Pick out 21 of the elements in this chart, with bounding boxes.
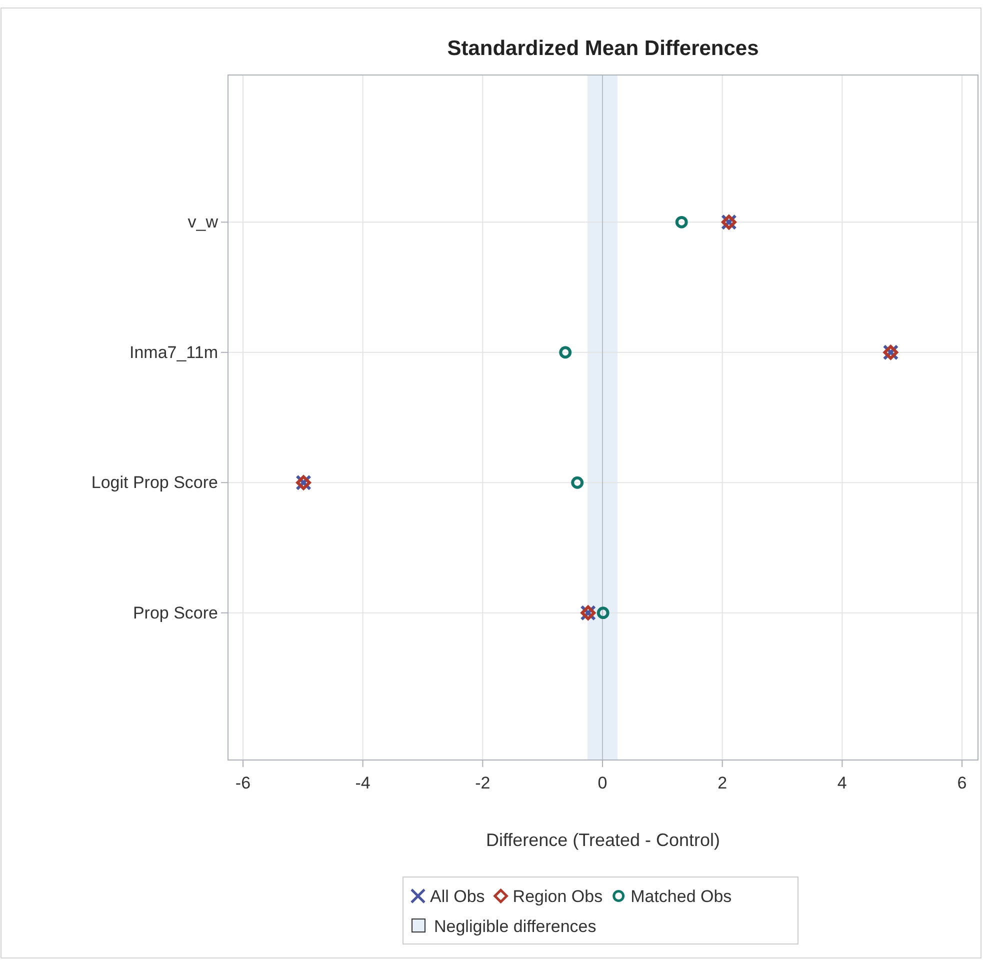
y-tick-label: Inma7_11m [129, 342, 218, 362]
x-tick-label: -2 [475, 774, 490, 793]
x-tick-label: 2 [718, 774, 728, 793]
x-tick-label: -6 [235, 774, 251, 793]
x-tick-label: -4 [355, 774, 370, 793]
point [596, 606, 610, 620]
point [675, 216, 688, 228]
point [571, 476, 584, 489]
legend-label: Negligible differences [434, 917, 596, 936]
legend-label: Region Obs [512, 887, 603, 906]
y-tick-label: Prop Score [132, 603, 218, 622]
x-tick-label: 6 [957, 774, 967, 793]
point [559, 346, 572, 359]
chart-title: Standardized Mean Differences [447, 37, 759, 60]
legend-label: Matched Obs [630, 887, 732, 906]
legend-label: All Obs [430, 887, 485, 906]
x-axis-title: Difference (Treated - Control) [486, 830, 720, 850]
x-tick-label: 0 [598, 774, 608, 793]
y-tick-label: v_w [188, 212, 219, 232]
x-tick-label: 4 [837, 774, 847, 793]
y-tick-label: Logit Prop Score [91, 473, 218, 492]
